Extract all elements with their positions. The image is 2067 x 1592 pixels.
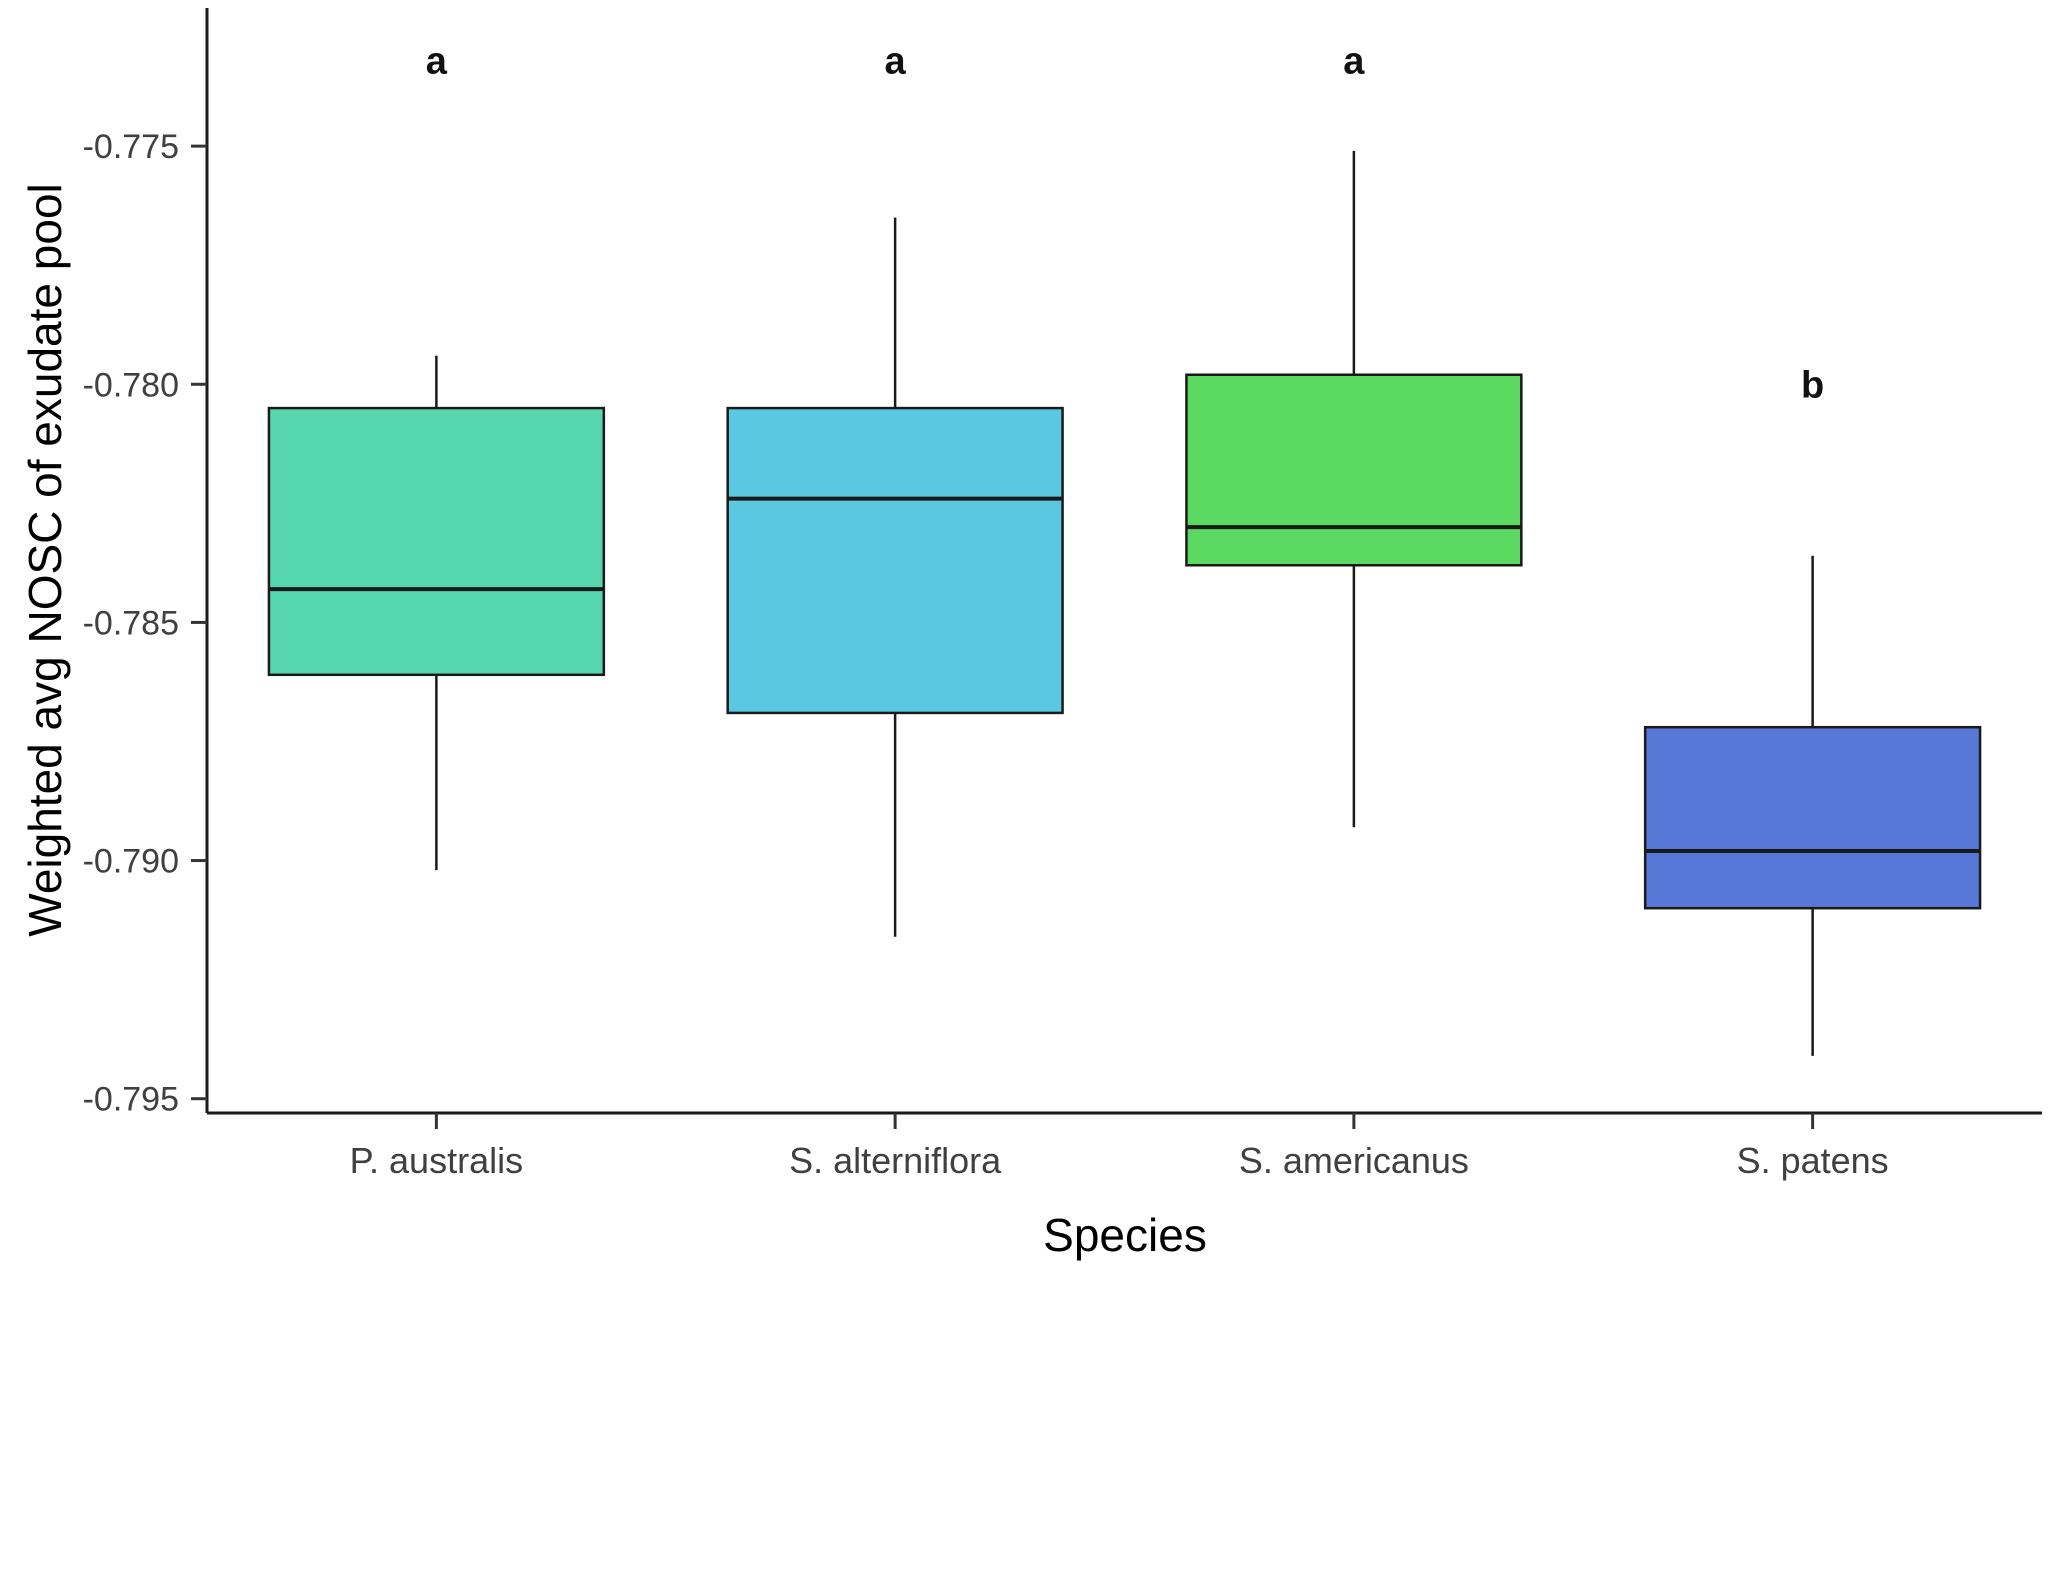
x-tick-label-s-patens: S. patens: [1737, 1140, 1889, 1181]
x-tick-label-s-americanus: S. americanus: [1239, 1140, 1469, 1181]
y-axis-title: Weighted avg NOSC of exudate pool: [19, 183, 71, 937]
x-axis-title: Species: [1043, 1209, 1207, 1261]
sig-letter-p-australis: a: [426, 40, 448, 82]
sig-letter-s-patens: b: [1801, 364, 1824, 406]
y-tick-label: -0.795: [83, 1081, 179, 1119]
y-tick-label: -0.785: [83, 604, 179, 642]
box-s-americanus: [1185, 373, 1523, 567]
box-p-australis: [267, 406, 606, 677]
sig-letter-s-alterniflora: a: [885, 40, 907, 82]
box-s-alterniflora: [726, 406, 1064, 715]
y-tick-label: -0.780: [83, 366, 179, 404]
y-tick-label: -0.790: [83, 843, 179, 881]
y-tick-label: -0.775: [83, 128, 179, 166]
box-s-patens: [1643, 725, 1982, 910]
x-tick-label-s-alterniflora: S. alterniflora: [789, 1140, 1002, 1181]
x-tick-label-p-australis: P. australis: [350, 1140, 523, 1181]
sig-letter-s-americanus: a: [1343, 40, 1365, 82]
